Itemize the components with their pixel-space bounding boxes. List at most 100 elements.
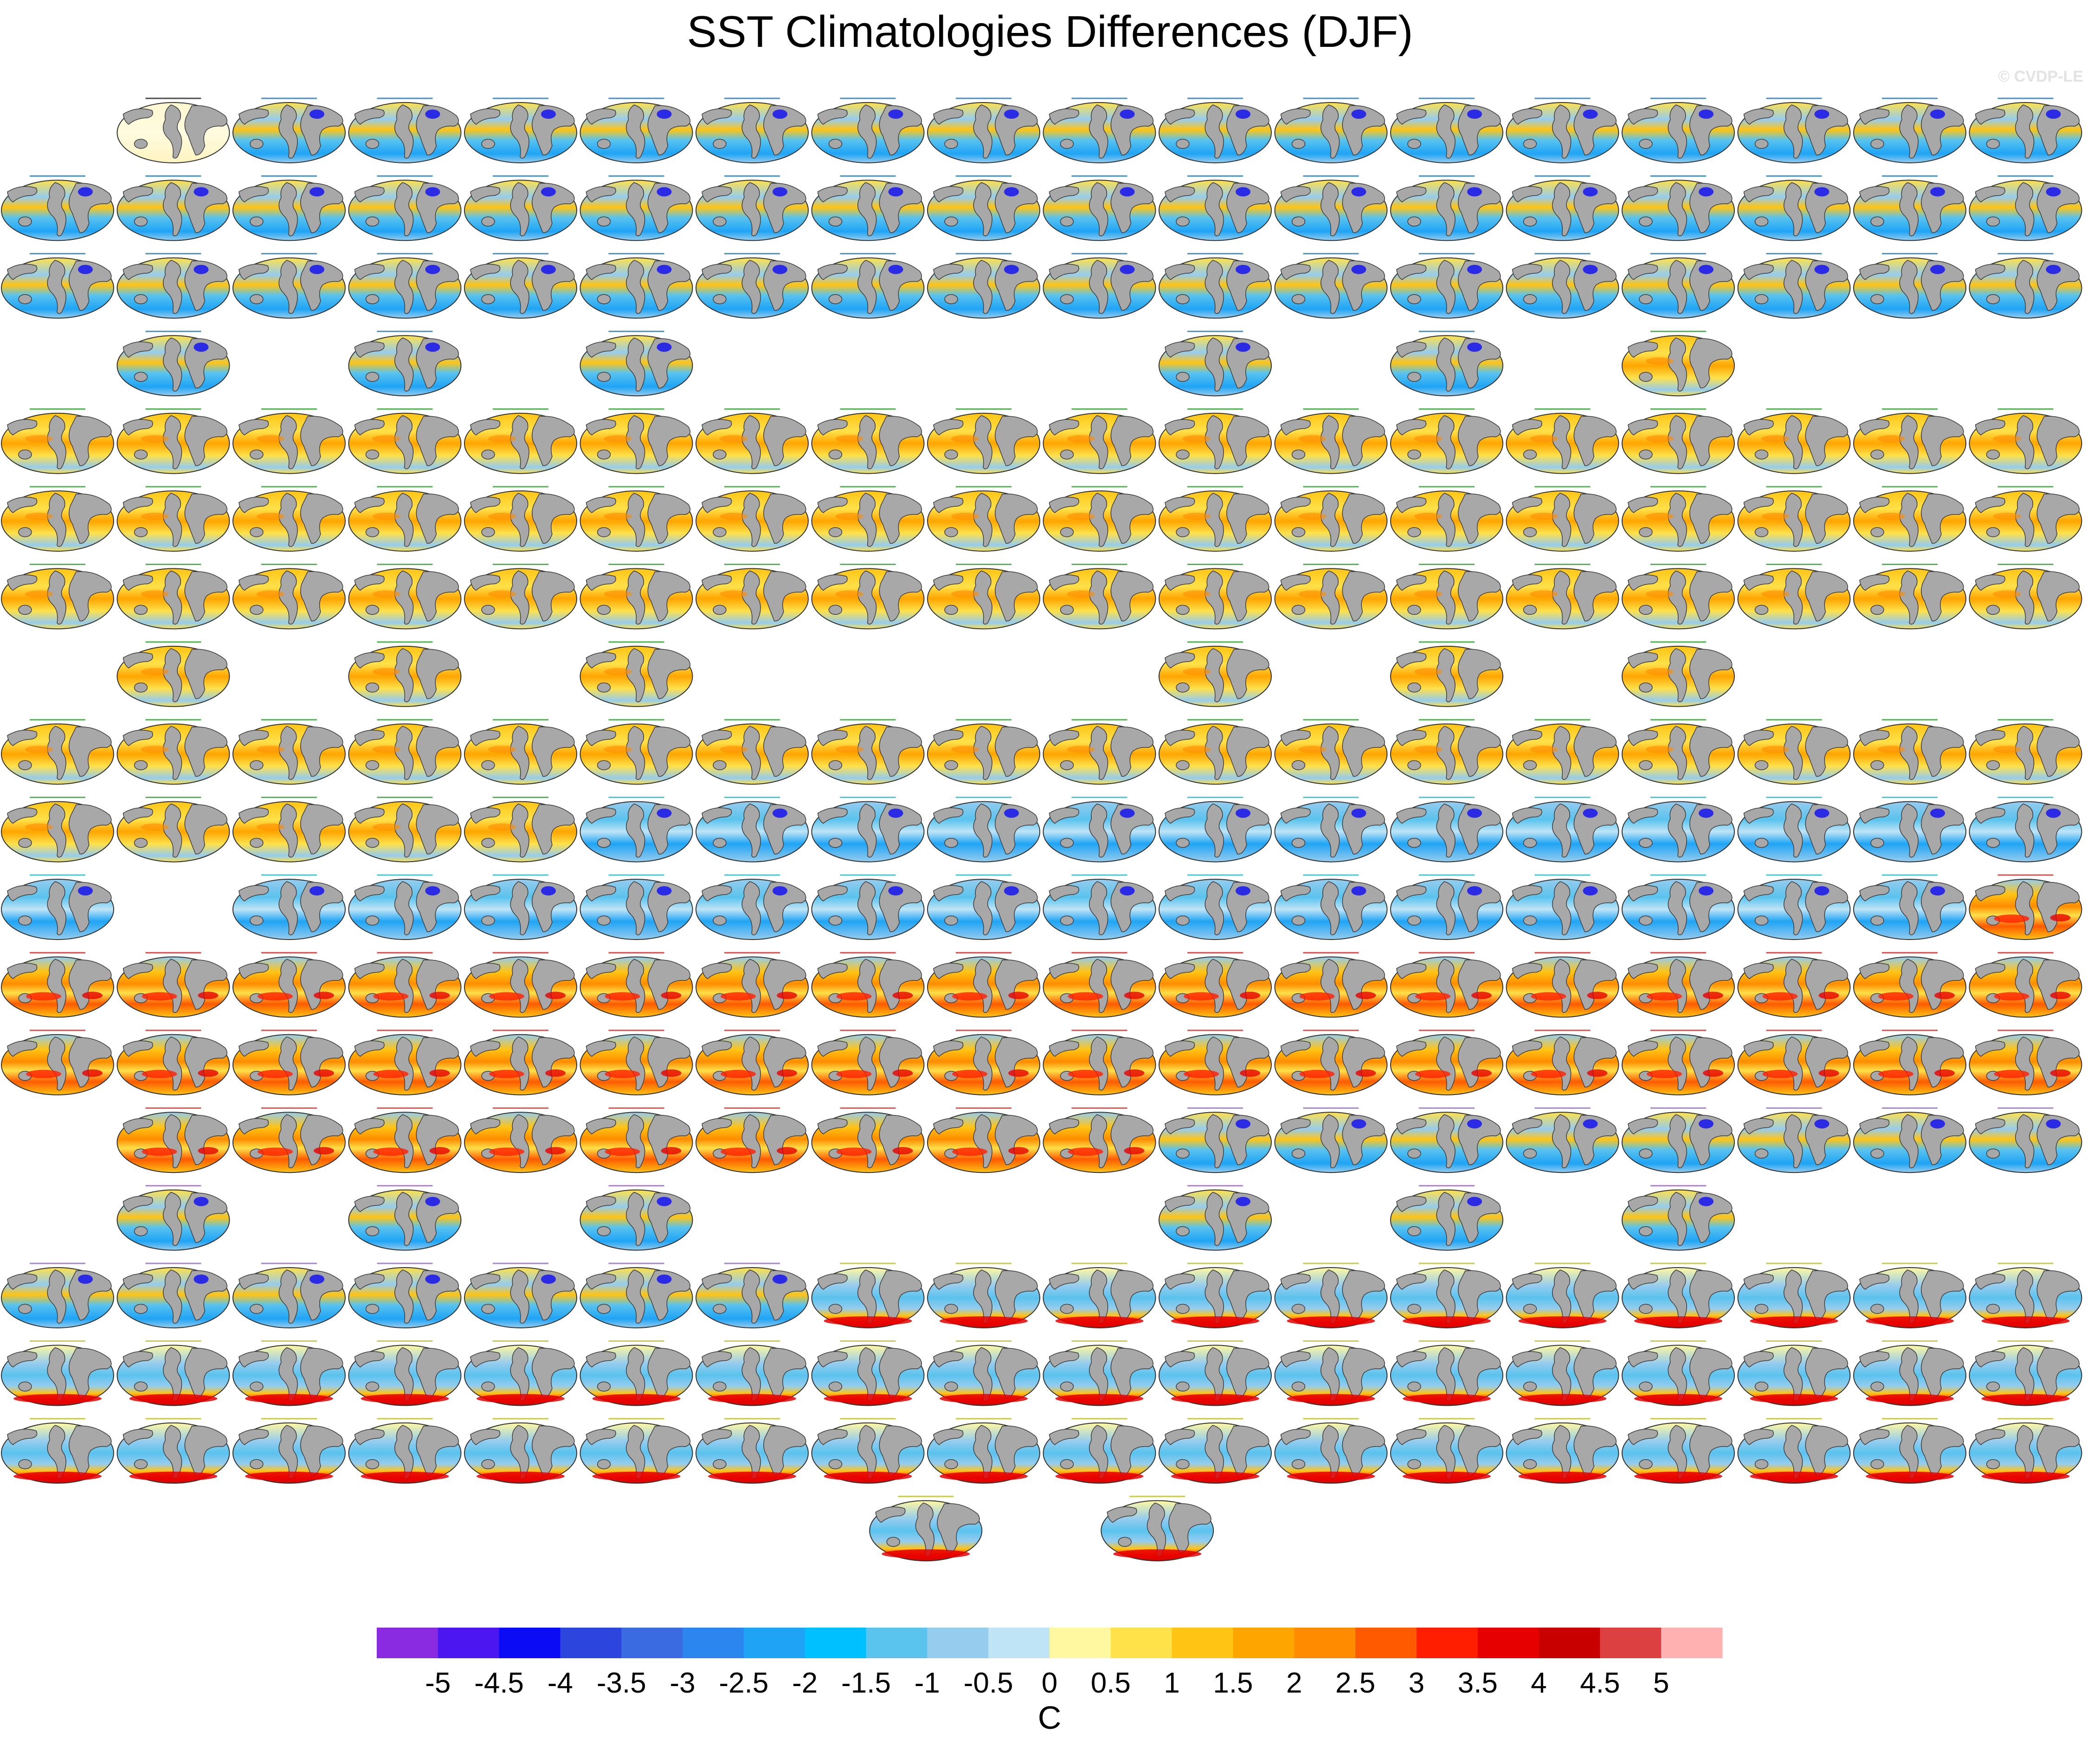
map-panel	[1969, 1418, 2082, 1484]
land-eurasia-africa	[1921, 1037, 1964, 1088]
anomaly-blob	[773, 187, 787, 197]
anomaly-blob	[373, 1147, 409, 1156]
land-eurasia-africa	[69, 726, 112, 777]
land-asia-west	[122, 1351, 153, 1368]
land-australia	[597, 605, 611, 615]
anomaly-blob	[1183, 668, 1211, 676]
land-americas	[1899, 570, 1919, 625]
map-panel	[1390, 1262, 1503, 1328]
land-asia-west	[1859, 807, 1890, 824]
map-panel	[348, 1107, 462, 1173]
land-americas	[973, 803, 992, 858]
land-americas	[1320, 726, 1340, 780]
anomaly-blob	[1414, 590, 1442, 598]
land-australia	[597, 1381, 611, 1392]
map-panel	[1043, 97, 1156, 163]
anomaly-blob	[489, 1147, 524, 1156]
land-americas	[394, 337, 414, 392]
anomaly-blob	[1184, 1069, 1219, 1078]
map-panel	[811, 874, 925, 940]
land-asia-west	[1512, 1273, 1542, 1290]
land-eurasia-africa	[1110, 882, 1154, 932]
land-asia-west	[1859, 419, 1890, 436]
anomaly-blob	[1351, 1119, 1366, 1129]
land-eurasia-africa	[1342, 882, 1385, 932]
land-americas	[1089, 1036, 1108, 1091]
anomaly-blob	[952, 1069, 987, 1078]
anomaly-blob	[1930, 808, 1945, 818]
land-australia	[944, 294, 958, 304]
land-eurasia-africa	[1689, 1114, 1733, 1165]
land-americas	[973, 493, 992, 547]
land-eurasia-africa	[1458, 1114, 1501, 1165]
anomaly-blob	[1236, 342, 1250, 352]
land-eurasia-africa	[995, 571, 1038, 622]
anomaly-blob	[1467, 886, 1482, 895]
land-americas	[1899, 726, 1919, 780]
land-eurasia-africa	[995, 804, 1038, 855]
anomaly-blob	[129, 1471, 218, 1481]
anomaly-blob	[1171, 1394, 1259, 1404]
land-eurasia-africa	[2036, 804, 2080, 855]
land-americas	[1783, 182, 1803, 237]
land-americas	[394, 959, 414, 1013]
land-americas	[278, 803, 298, 858]
land-eurasia-africa	[532, 1270, 575, 1320]
land-eurasia-africa	[1921, 105, 1964, 155]
land-americas	[1668, 182, 1687, 237]
land-asia-west	[1975, 264, 2005, 280]
land-americas	[857, 182, 877, 237]
anomaly-blob	[1299, 1069, 1335, 1078]
land-asia-west	[122, 419, 153, 436]
land-asia-west	[1512, 729, 1542, 747]
land-eurasia-africa	[879, 183, 922, 233]
map-panel	[348, 253, 462, 319]
anomaly-blob	[1878, 992, 1913, 1001]
land-australia	[481, 1381, 495, 1392]
land-australia	[1407, 1459, 1421, 1469]
anomaly-blob	[1183, 435, 1211, 443]
map-panel	[1043, 1107, 1156, 1173]
land-australia	[365, 605, 380, 615]
anomaly-blob	[257, 823, 284, 831]
anomaly-blob	[258, 992, 293, 1001]
land-eurasia-africa	[1805, 726, 1849, 777]
land-americas	[47, 881, 66, 935]
land-asia-west	[817, 186, 848, 203]
land-eurasia-africa	[1689, 338, 1733, 389]
map-panel	[1, 253, 114, 319]
land-australia	[1986, 1381, 2000, 1392]
anomaly-blob	[1518, 1471, 1607, 1481]
map-panel	[1159, 486, 1272, 552]
anomaly-blob	[13, 1394, 102, 1404]
land-australia	[1407, 683, 1421, 693]
anomaly-blob	[657, 342, 672, 352]
anomaly-blob	[429, 1147, 450, 1155]
anomaly-blob	[142, 1069, 177, 1078]
land-asia-west	[122, 341, 153, 358]
map-panel	[1043, 486, 1156, 552]
anomaly-blob	[314, 1147, 334, 1155]
land-asia-west	[586, 419, 616, 436]
map-panel	[232, 563, 346, 630]
land-eurasia-africa	[69, 1270, 112, 1320]
land-australia	[250, 294, 264, 304]
land-australia	[1060, 915, 1074, 926]
land-asia-west	[7, 419, 38, 436]
land-asia-west	[1165, 1118, 1195, 1135]
land-asia-west	[1859, 1429, 1890, 1445]
land-americas	[1436, 1191, 1456, 1246]
land-asia-west	[817, 729, 848, 747]
land-americas	[510, 259, 529, 314]
land-americas	[741, 959, 761, 1013]
land-australia	[1639, 683, 1653, 693]
land-asia-west	[1280, 885, 1311, 901]
land-australia	[1523, 605, 1537, 615]
anomaly-blob	[82, 1069, 103, 1077]
land-australia	[1060, 1459, 1074, 1469]
land-americas	[1668, 959, 1687, 1013]
land-australia	[1870, 915, 1884, 926]
land-eurasia-africa	[532, 959, 575, 1010]
map-panel	[116, 719, 230, 785]
land-eurasia-africa	[532, 416, 575, 466]
